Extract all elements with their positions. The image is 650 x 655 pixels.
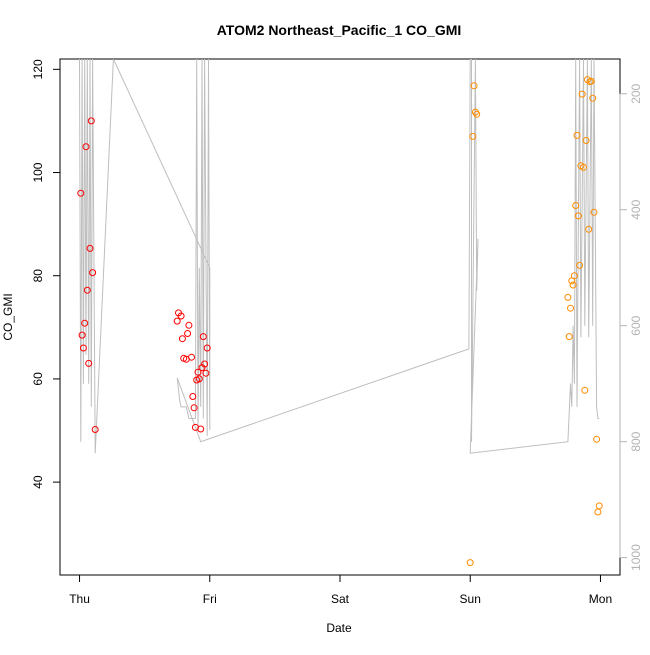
y2-tick-label: 1000 — [629, 544, 643, 571]
data-point — [473, 110, 481, 118]
data-point — [83, 286, 91, 294]
y-tick-label: 100 — [31, 162, 45, 182]
data-point — [565, 333, 573, 341]
x-tick-label: Fri — [203, 592, 217, 606]
data-point — [573, 131, 581, 139]
data-point — [587, 77, 595, 85]
y2-tick-label: 400 — [629, 199, 643, 219]
data-point — [469, 132, 477, 140]
data-point — [79, 344, 87, 352]
data-point — [89, 269, 97, 277]
data-point — [81, 319, 89, 327]
data-point — [593, 435, 601, 443]
data-point — [189, 393, 197, 400]
pressure-line — [79, 59, 600, 454]
data-point — [173, 317, 181, 325]
y-axis-label: CO_GMI — [1, 293, 15, 340]
data-point — [199, 333, 207, 341]
x-tick-label: Sun — [460, 592, 481, 606]
data-point — [177, 312, 185, 320]
x-tick-label: Thu — [69, 592, 90, 606]
data-point — [574, 212, 582, 220]
data-point — [578, 90, 586, 98]
data-point — [202, 369, 210, 377]
data-point — [567, 304, 574, 312]
y-tick-label: 120 — [31, 59, 45, 79]
plot-frame — [59, 58, 621, 576]
x-tick-label: Mon — [589, 592, 612, 606]
data-point — [572, 202, 580, 209]
data-point — [201, 360, 209, 368]
data-point — [85, 359, 93, 367]
data-point — [576, 261, 584, 269]
y-tick-label: 80 — [31, 269, 45, 283]
data-point — [594, 508, 602, 516]
data-point — [580, 163, 587, 171]
data-point — [569, 281, 577, 289]
data-point — [582, 137, 590, 144]
y-tick-label: 60 — [31, 372, 45, 386]
data-point — [188, 353, 195, 361]
data-point — [178, 335, 186, 343]
data-point — [581, 386, 589, 394]
y2-tick-label: 200 — [629, 83, 643, 103]
data-point — [87, 117, 95, 125]
data-point — [78, 331, 86, 339]
data-point — [197, 425, 205, 433]
data-point — [194, 368, 202, 376]
x-axis-label: Date — [326, 621, 352, 635]
data-point — [82, 143, 90, 151]
data-point — [470, 82, 478, 90]
x-tick-label: Sat — [331, 592, 350, 606]
data-point — [585, 225, 593, 233]
data-point — [77, 189, 85, 197]
data-point — [86, 244, 94, 252]
y-tick-label: 40 — [31, 475, 45, 489]
data-point — [590, 208, 598, 216]
pressure-line-layer — [79, 59, 600, 454]
data-point — [195, 375, 203, 383]
data-point — [595, 502, 603, 510]
y2-tick-label: 800 — [629, 431, 643, 451]
points-layer — [77, 76, 603, 567]
data-point — [564, 293, 572, 301]
data-point — [589, 94, 597, 102]
data-point — [185, 321, 193, 329]
chart-title: ATOM2 Northeast_Pacific_1 CO_GMI — [217, 22, 462, 38]
data-point — [466, 559, 474, 567]
data-point — [190, 404, 198, 412]
data-point — [203, 344, 211, 352]
y2-tick-label: 600 — [629, 315, 643, 335]
axes-layer: Thu Fri Sat Sun Mon 40 60 80 100 120 200 400 600 800 1… — [31, 59, 643, 606]
data-point — [91, 426, 99, 433]
data-point — [570, 272, 578, 280]
data-point — [184, 330, 192, 337]
